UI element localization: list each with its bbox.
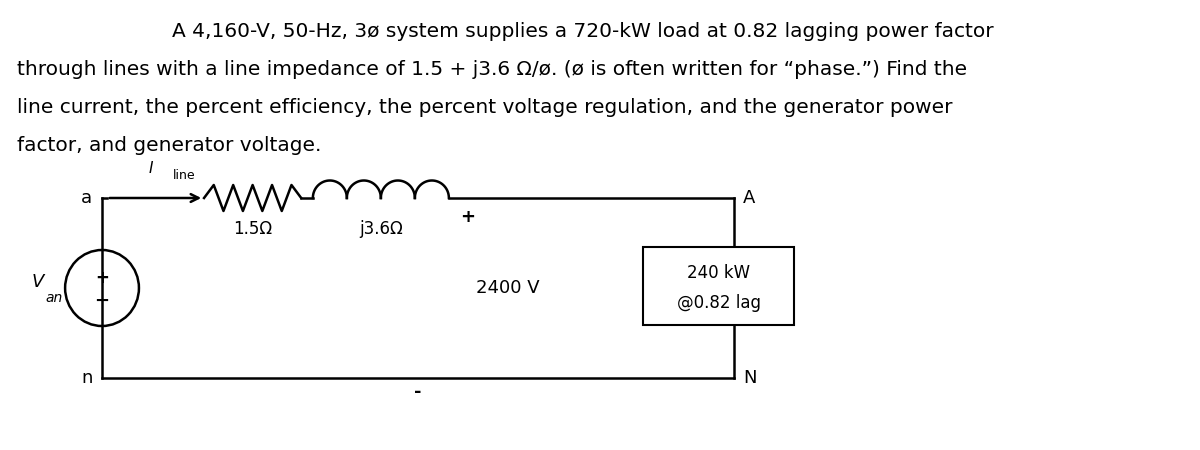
Text: +: +	[461, 208, 475, 226]
Text: @0.82 lag: @0.82 lag	[677, 294, 761, 312]
Text: 1.5Ω: 1.5Ω	[233, 220, 272, 238]
Text: −: −	[95, 292, 109, 310]
Text: line current, the percent efficiency, the percent voltage regulation, and the ge: line current, the percent efficiency, th…	[18, 98, 953, 117]
Text: line: line	[173, 169, 196, 182]
Text: an: an	[46, 291, 64, 305]
Text: through lines with a line impedance of 1.5 + j3.6 Ω/ø. (ø is often written for “: through lines with a line impedance of 1…	[18, 60, 967, 79]
Text: a: a	[82, 189, 92, 207]
Text: 240 kW: 240 kW	[686, 264, 750, 282]
Text: +: +	[95, 269, 109, 287]
Text: I: I	[149, 161, 152, 176]
Text: n: n	[80, 369, 92, 387]
Text: N: N	[743, 369, 757, 387]
Text: j3.6Ω: j3.6Ω	[359, 220, 403, 238]
Text: A: A	[743, 189, 756, 207]
Text: A 4,160-V, 50-Hz, 3ø system supplies a 720-kW load at 0.82 lagging power factor: A 4,160-V, 50-Hz, 3ø system supplies a 7…	[172, 22, 994, 41]
Text: V: V	[31, 273, 43, 291]
Text: -: -	[414, 383, 421, 401]
Text: factor, and generator voltage.: factor, and generator voltage.	[18, 136, 322, 155]
FancyBboxPatch shape	[643, 247, 794, 325]
Text: 2400 V: 2400 V	[475, 279, 539, 297]
